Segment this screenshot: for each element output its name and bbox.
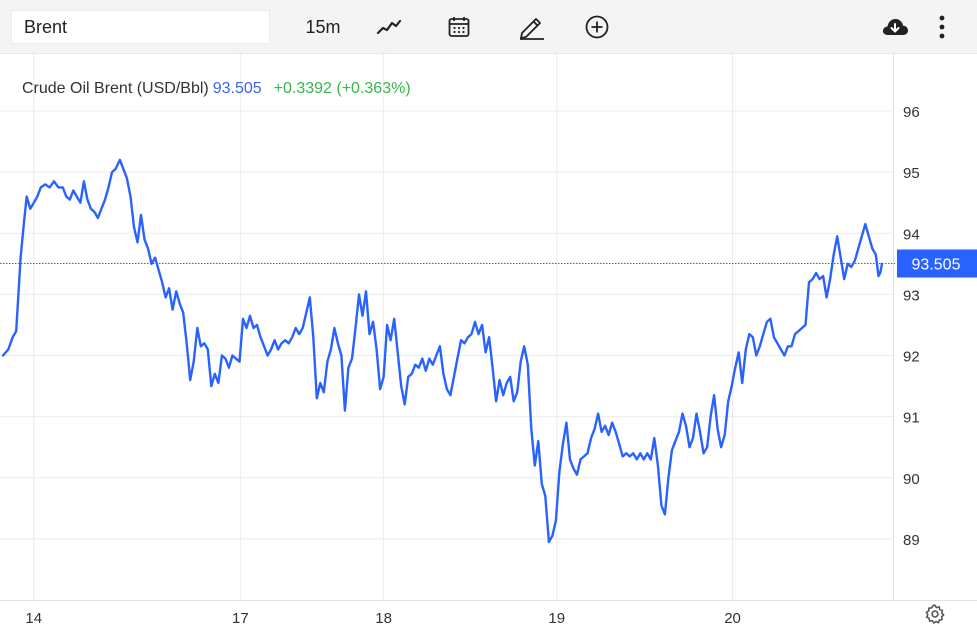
horizontal-grid-lines [0, 110, 893, 540]
chart-legend: Crude Oil Brent (USD/Bbl) 93.505 +0.3392 (… [22, 80, 411, 98]
chart-type-icon [376, 19, 402, 35]
price-tick-label: 92 [903, 349, 920, 366]
add-circle-icon [585, 15, 609, 39]
calendar-icon [448, 17, 470, 37]
time-axis: 14 17 18 19 20 [25, 610, 740, 627]
price-change: +0.3392 (+0.363%) [273, 80, 411, 97]
symbol-input[interactable] [12, 11, 269, 43]
cloud-download-icon [882, 19, 908, 35]
time-tick-label: 14 [25, 610, 42, 627]
price-tick-label: 90 [903, 471, 920, 488]
price-axis: 89 90 91 92 93 94 95 96 [903, 104, 920, 549]
draw-button[interactable] [512, 10, 550, 44]
vertical-grid-lines [33, 54, 734, 600]
price-tick-label: 89 [903, 532, 920, 549]
download-button[interactable] [876, 10, 914, 44]
last-price-tag: 93.505 [897, 249, 977, 278]
add-indicator-button[interactable] [579, 10, 615, 44]
time-tick-label: 17 [232, 610, 249, 627]
calendar-button[interactable] [441, 10, 477, 44]
more-button[interactable] [930, 10, 954, 44]
instrument-name: Crude Oil Brent (USD/Bbl) [22, 80, 209, 97]
last-price-label: 93.505 [912, 257, 961, 274]
price-chart[interactable]: 89 90 91 92 93 94 95 96 14 17 18 19 20 93.505 [0, 54, 977, 643]
price-tick-label: 96 [903, 104, 920, 121]
symbol-search-box[interactable] [11, 10, 270, 44]
current-price: 93.505 [212, 80, 262, 97]
time-tick-label: 18 [375, 610, 392, 627]
price-tick-label: 95 [903, 165, 920, 182]
pencil-icon [520, 18, 544, 40]
settings-icon[interactable] [924, 603, 946, 625]
price-tick-label: 94 [903, 226, 920, 243]
chart-type-button[interactable] [371, 10, 407, 44]
interval-label: 15m [305, 16, 341, 37]
price-series-line [1, 158, 884, 544]
price-tick-label: 93 [903, 287, 920, 304]
time-tick-label: 20 [724, 610, 741, 627]
interval-button[interactable]: 15m [298, 10, 348, 44]
price-tick-label: 91 [903, 410, 920, 427]
more-vertical-icon [939, 15, 945, 39]
chart-toolbar: 15m [0, 0, 977, 54]
time-tick-label: 19 [548, 610, 565, 627]
